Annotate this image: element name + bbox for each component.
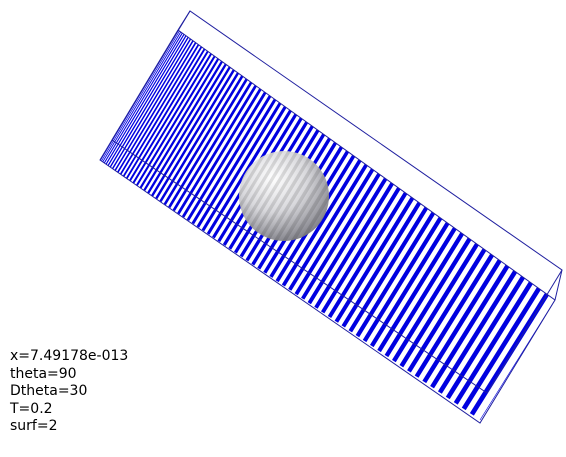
readout: x=7.49178e-013 theta=90 Dtheta=30 T=0.2 …: [10, 348, 128, 436]
stripe: [464, 288, 539, 408]
readout-line: theta=90: [10, 366, 128, 384]
stripe: [336, 198, 412, 322]
stripe: [115, 41, 193, 171]
stripes: [100, 30, 555, 420]
stripe: [472, 294, 547, 414]
stripe: [448, 277, 523, 398]
readout-line: T=0.2: [10, 401, 128, 419]
readout-line: Dtheta=30: [10, 383, 128, 401]
stripe: [456, 283, 531, 404]
readout-line: surf=2: [10, 418, 128, 436]
stripe: [113, 39, 191, 169]
readout-line: x=7.49178e-013: [10, 348, 128, 366]
viewport: x=7.49178e-013 theta=90 Dtheta=30 T=0.2 …: [0, 0, 566, 457]
